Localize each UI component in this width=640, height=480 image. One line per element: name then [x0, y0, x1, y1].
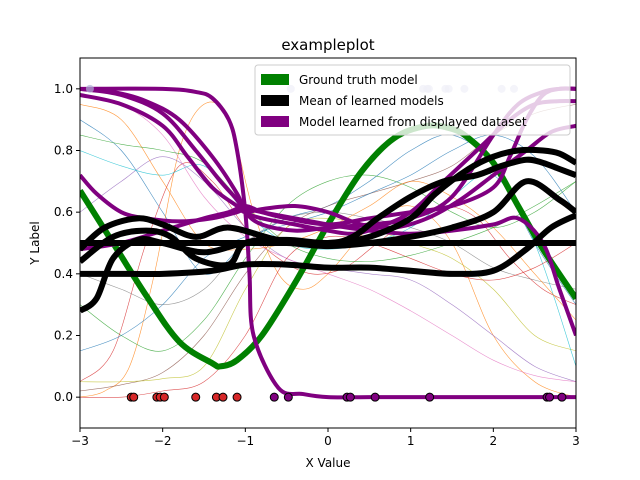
x-tick-label: −2: [154, 434, 172, 448]
legend-label-1: Ground truth model: [299, 73, 418, 87]
data-point-purple-4: [345, 392, 355, 402]
legend-swatch-2: [261, 95, 289, 106]
learned-model-line-2: [80, 93, 576, 230]
legend-swatch-1: [261, 74, 289, 85]
y-tick-label: 0.6: [54, 205, 73, 219]
y-axis-label: Y Label: [28, 221, 42, 266]
thin-model-line-4: [80, 162, 576, 382]
x-tick-label: 2: [490, 434, 498, 448]
x-tick-label: 0: [324, 434, 332, 448]
data-point-purple-5: [370, 392, 380, 402]
mean-model-lines: [80, 146, 576, 314]
y-tick-label: 0.4: [54, 267, 73, 281]
legend-label-3: Model learned from displayed dataset: [299, 115, 527, 129]
data-point-red-6: [191, 392, 201, 402]
y-tick-label: 0.8: [54, 144, 73, 158]
thin-model-line-7: [80, 94, 576, 383]
y-tick-label: 0.2: [54, 329, 73, 343]
x-axis-ticks: −3 −2 −1 0 1 2 3: [71, 428, 580, 448]
y-tick-label: 0.0: [54, 390, 73, 404]
thin-model-line-12: [80, 235, 576, 398]
mean-model-line-5: [80, 146, 576, 269]
thin-model-line-13: [80, 134, 576, 262]
data-point-red-5: [159, 392, 169, 402]
x-tick-label: 1: [407, 434, 415, 448]
x-tick-label: 3: [572, 434, 580, 448]
data-point-purple-1: [269, 392, 279, 402]
data-point-red-2: [129, 392, 139, 402]
learned-model-line-1: [80, 86, 576, 400]
legend: Ground truth model Mean of learned models…: [254, 64, 571, 136]
data-point-red-8: [218, 392, 228, 402]
x-tick-label: −3: [71, 434, 89, 448]
data-point-purple-2: [283, 392, 293, 402]
x-axis-label: X Value: [306, 456, 351, 470]
chart-title: exampleplot: [281, 36, 374, 54]
legend-label-2: Mean of learned models: [299, 94, 444, 108]
mean-model-line-4: [80, 156, 576, 252]
legend-swatch-3: [261, 116, 289, 127]
legend-box: [254, 64, 571, 136]
data-point-purple-6: [425, 392, 435, 402]
y-axis-ticks: 0.0 0.2 0.4 0.6 0.8 1.0: [54, 82, 80, 404]
data-point-purple-9: [557, 392, 567, 402]
x-tick-label: −1: [236, 434, 254, 448]
data-point-red-9: [232, 392, 242, 402]
mean-model-line-2: [80, 212, 576, 278]
thin-model-line-9: [80, 217, 576, 383]
data-point-at-one-1: [85, 84, 94, 93]
data-point-purple-8: [545, 392, 555, 402]
y-tick-label: 1.0: [54, 82, 73, 96]
